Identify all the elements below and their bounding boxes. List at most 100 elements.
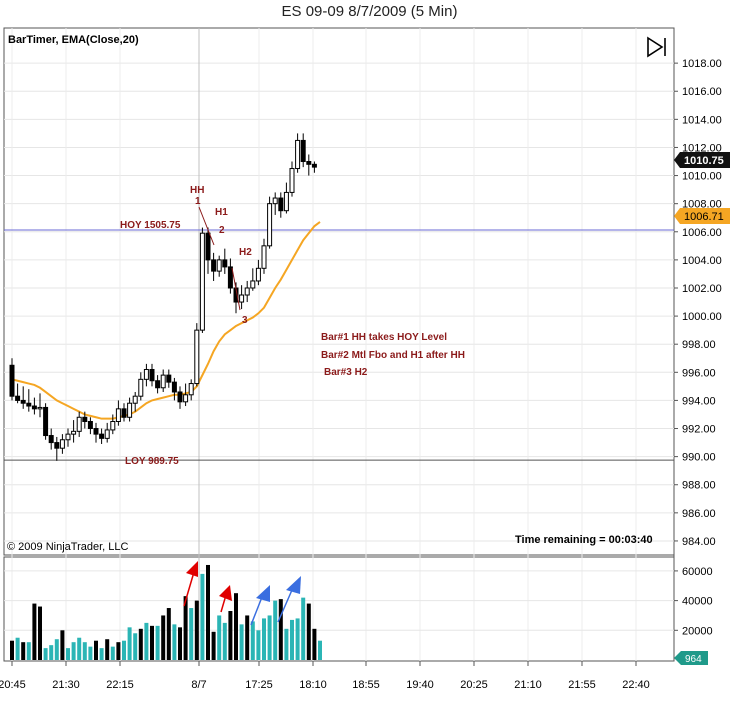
- red-arrow-1-head: [186, 561, 198, 577]
- candle-body: [48, 435, 54, 444]
- candles: [9, 133, 317, 461]
- price-tick-label: 1016.00: [682, 86, 722, 98]
- annotations: HH 1 H1 2 H2 3 HOY 1505.75 LOY 989.75 Ba…: [120, 185, 465, 467]
- volume-bar: [15, 637, 20, 660]
- candle-body: [300, 139, 306, 163]
- candle-body: [138, 378, 144, 397]
- price-tick-label: 1006.00: [682, 227, 722, 239]
- candle-body: [93, 428, 99, 435]
- price-tick-label: 1014.00: [682, 114, 722, 126]
- candle-body: [71, 430, 77, 435]
- candle-body: [31, 405, 37, 410]
- volume-bar: [127, 627, 132, 660]
- time-tick-label: 20:25: [460, 679, 488, 691]
- candle: [255, 259, 261, 286]
- time-tick-label: 17:25: [245, 679, 273, 691]
- volume-tick-label: 40000: [682, 596, 713, 608]
- candle-body: [250, 280, 256, 289]
- blue-arrow-2-shaft: [277, 589, 293, 623]
- candle-body: [295, 139, 301, 170]
- candle: [155, 375, 161, 394]
- price-tick-label: 1008.00: [682, 199, 722, 211]
- price-tick-label: 1002.00: [682, 283, 722, 295]
- candle-body: [227, 266, 233, 289]
- candle: [199, 227, 205, 333]
- note-2: Bar#2 Mtl Fbo and H1 after HH: [321, 350, 465, 361]
- candle-body: [132, 395, 138, 404]
- volume-bar: [211, 631, 216, 660]
- volume-tick-label: 60000: [682, 566, 713, 578]
- volume-arrows: [183, 561, 301, 626]
- red-arrow-1-shaft: [183, 571, 195, 607]
- ema-price-badge: 1006.71: [674, 208, 730, 224]
- candle-body: [104, 429, 110, 439]
- volume-bar: [94, 640, 98, 660]
- indicator-label: BarTimer, EMA(Close,20): [8, 34, 139, 46]
- candle-body: [166, 374, 172, 383]
- candle-body: [82, 416, 88, 422]
- candle-body: [54, 442, 60, 449]
- last-price-badge-shape: [674, 152, 730, 168]
- volume-bar: [262, 618, 266, 660]
- time-tick-label: 21:30: [52, 679, 80, 691]
- time-tick-label: 19:40: [406, 679, 434, 691]
- volume-bar: [99, 648, 104, 660]
- volume-bar: [178, 627, 182, 660]
- candle-body: [306, 161, 312, 165]
- candle-body: [183, 394, 189, 403]
- volume-badge-text: 964: [685, 654, 702, 665]
- volume-bar: [10, 640, 14, 660]
- volume-bar: [88, 646, 93, 660]
- volume-bar: [150, 625, 154, 660]
- annot-connector-2: [231, 267, 241, 311]
- candle: [65, 428, 71, 447]
- candle-body: [59, 439, 65, 449]
- candle: [239, 285, 245, 310]
- volume-bar: [161, 615, 166, 660]
- price-panel[interactable]: [3, 27, 675, 556]
- volume-bar: [250, 621, 255, 660]
- candle: [71, 420, 77, 443]
- price-tick-label: 1000.00: [682, 311, 722, 323]
- volume-bar: [273, 600, 278, 660]
- candle: [9, 358, 15, 401]
- candle-body: [20, 399, 26, 404]
- candle: [87, 417, 93, 435]
- skip-to-end-icon[interactable]: [647, 36, 666, 58]
- volume-bar: [256, 630, 261, 660]
- candle: [82, 411, 88, 429]
- candle-body: [255, 267, 261, 282]
- candle-body: [205, 232, 211, 261]
- price-tick-label: 990.00: [682, 452, 716, 464]
- candle: [93, 422, 99, 443]
- grid: [4, 28, 674, 661]
- last-price-badge: 1010.75: [674, 152, 730, 168]
- candle: [278, 192, 284, 218]
- price-tick-label: 1018.00: [682, 58, 722, 70]
- candle-body: [311, 163, 317, 168]
- candle-body: [244, 287, 250, 296]
- annot-2: 2: [219, 225, 225, 236]
- candle: [250, 268, 256, 291]
- volume-bar: [66, 648, 70, 660]
- candle: [20, 386, 26, 409]
- candle-body: [121, 408, 127, 418]
- candle: [149, 363, 155, 387]
- volume-bar: [49, 645, 54, 660]
- volume-panel[interactable]: [3, 556, 675, 662]
- candle: [127, 397, 133, 422]
- candle: [272, 192, 278, 215]
- candle-body: [26, 402, 32, 407]
- volume-bar: [21, 642, 26, 660]
- price-levels: [4, 229, 674, 461]
- volume-bar: [234, 593, 238, 660]
- volume-bar: [138, 628, 143, 660]
- candle-body: [171, 381, 177, 393]
- volume-bar: [278, 599, 283, 660]
- volume-bar: [26, 642, 31, 660]
- candle-body: [211, 259, 217, 272]
- price-tick-label: 994.00: [682, 395, 716, 407]
- volume-bar: [189, 608, 194, 660]
- volume-bar: [116, 642, 121, 660]
- candle: [121, 403, 127, 422]
